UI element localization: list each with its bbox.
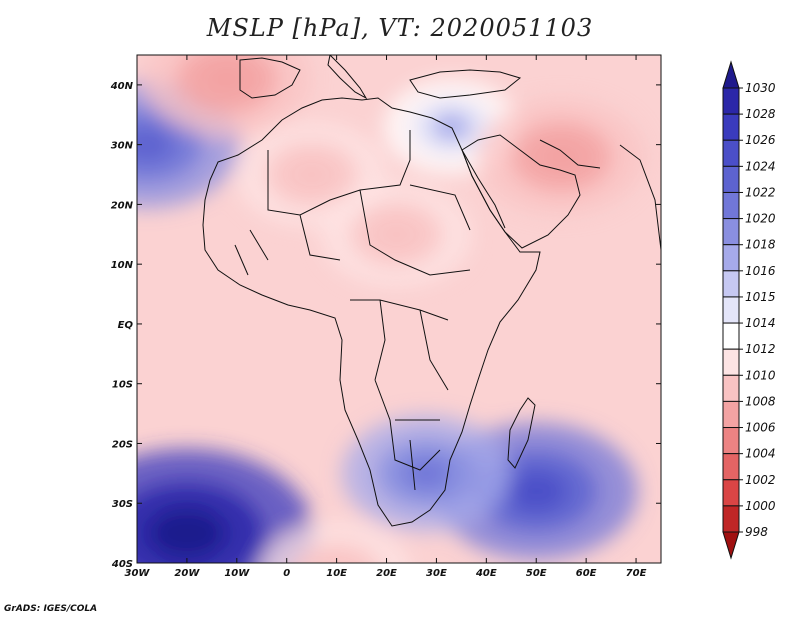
colorbar-label: 1006 xyxy=(745,421,776,435)
colorbar-label: 1004 xyxy=(745,447,776,461)
map-title: MSLP [hPa], VT: 2020051103 xyxy=(206,14,594,42)
colorbar: 1030 1028 1026 1024 1022 1020 1018 1016 1015 1014… xyxy=(722,60,776,560)
colorbar-segment xyxy=(722,113,740,141)
anatolia-coastline xyxy=(409,69,522,99)
iberia-coastline xyxy=(239,57,301,99)
lat-tick-label: 10N xyxy=(111,260,134,271)
colorbar-segment xyxy=(722,87,740,115)
axis-ticks: 30W 20W 10W 0 10E 20E 30E 40E 50E 60E 70E 40N 30N 20N… xyxy=(110,55,661,579)
lat-tick-label: 40S xyxy=(111,559,133,570)
lon-tick-label: 30W xyxy=(125,568,151,579)
colorbar-label: 1016 xyxy=(745,264,776,278)
lat-tick-label: 30S xyxy=(112,499,133,510)
colorbar-segment xyxy=(722,191,740,220)
colorbar-segment xyxy=(722,453,740,481)
colorbar-label: 1000 xyxy=(745,499,776,513)
low-arabia-core xyxy=(535,139,587,175)
low-northern-africa-core xyxy=(288,158,335,191)
colorbar-label: 1008 xyxy=(745,394,776,408)
colorbar-label: 1012 xyxy=(745,342,776,356)
low-central-africa-core xyxy=(373,218,420,251)
colorbar-segment xyxy=(722,505,740,533)
colorbar-label: 1002 xyxy=(745,473,776,487)
low-far-south-atlantic-outer xyxy=(262,521,411,563)
lat-tick-label: 40N xyxy=(110,81,134,92)
lon-tick-label: 30E xyxy=(426,568,447,579)
lon-tick-label: 10E xyxy=(326,568,347,579)
colorbar-top-arrow xyxy=(722,60,740,89)
arabian-peninsula-coastline xyxy=(461,134,581,249)
lat-tick-label: 10S xyxy=(112,380,133,391)
high-south-indian-ocean-core xyxy=(505,470,567,512)
india-coastline xyxy=(619,144,661,251)
colorbar-segment xyxy=(722,479,740,507)
colorbar-label: 1018 xyxy=(745,238,776,252)
coastlines-and-borders xyxy=(202,55,661,527)
colorbar-segment xyxy=(722,322,740,350)
colorbar-segment xyxy=(722,374,740,402)
lat-tick-label: 20S xyxy=(112,439,133,450)
colorbar-label: 1014 xyxy=(745,316,776,330)
plot-frame xyxy=(136,54,662,564)
lon-tick-label: 0 xyxy=(283,568,290,579)
colorbar-label: 998 xyxy=(745,525,768,539)
lon-tick-label: 20E xyxy=(376,568,397,579)
africa-coastline xyxy=(202,97,541,527)
colorbar-segment xyxy=(722,400,740,429)
lat-tick-label: 20N xyxy=(111,200,134,211)
lon-tick-label: 50E xyxy=(526,568,547,579)
persian-gulf-coast xyxy=(539,139,601,169)
colorbar-label: 1030 xyxy=(745,81,776,95)
colorbar-segment xyxy=(722,165,740,193)
colorbar-label: 1020 xyxy=(745,212,776,226)
colorbar-label: 1028 xyxy=(745,107,776,121)
italy-coastline xyxy=(327,55,368,100)
colorbar-label: 1010 xyxy=(745,368,776,382)
pressure-field xyxy=(137,55,661,563)
colorbar-label: 1022 xyxy=(745,185,776,199)
colorbar-segment xyxy=(722,244,740,272)
lon-tick-label: 70E xyxy=(626,568,647,579)
colorbar-label: 1024 xyxy=(745,159,776,173)
colorbar-label: 1015 xyxy=(745,290,776,304)
grads-credit: GrADS: IGES/COLA xyxy=(4,604,98,614)
lon-tick-label: 20W xyxy=(174,568,200,579)
lon-tick-label: 10W xyxy=(224,568,250,579)
high-north-atlantic-core xyxy=(137,125,175,164)
borders xyxy=(234,130,471,491)
colorbar-segment xyxy=(722,348,740,376)
colorbar-segment xyxy=(722,296,740,324)
colorbar-segment xyxy=(722,427,740,455)
red-sea-coast xyxy=(461,149,506,229)
colorbar-segment xyxy=(722,270,740,298)
colorbar-segment xyxy=(722,218,740,246)
colorbar-label: 1026 xyxy=(745,133,776,147)
colorbar-bottom-arrow xyxy=(722,531,740,560)
high-southern-africa-core xyxy=(401,455,452,491)
lon-tick-label: 40E xyxy=(475,568,497,579)
subtropical-high-south-atlantic-core xyxy=(148,507,225,559)
lon-tick-label: 60E xyxy=(576,568,597,579)
lat-tick-label: EQ xyxy=(118,320,134,331)
madagascar-coastline xyxy=(507,397,536,469)
lat-tick-label: 30N xyxy=(111,141,134,152)
high-eastern-mediterranean-core xyxy=(431,112,472,142)
colorbar-segment xyxy=(722,139,740,167)
low-iberia-core xyxy=(201,61,253,97)
low-far-south-atlantic-mid xyxy=(294,543,379,563)
